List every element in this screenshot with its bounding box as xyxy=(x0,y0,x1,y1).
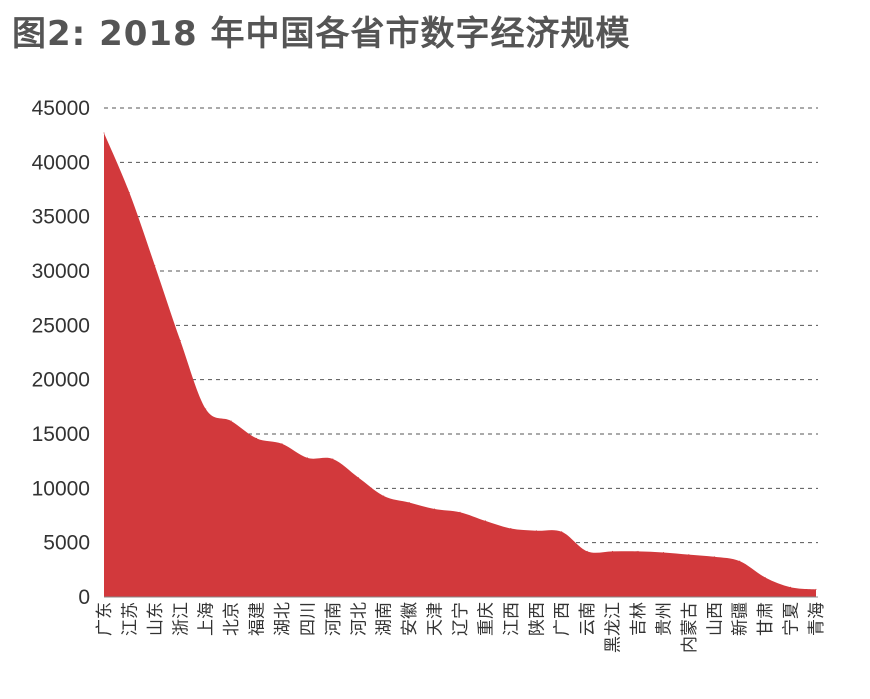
data-point-11 xyxy=(383,495,385,497)
data-point-21 xyxy=(637,550,639,552)
x-tick-label: 湖北 xyxy=(273,602,293,636)
x-tick-label: 山西 xyxy=(705,602,725,636)
x-tick-label: 黑龙江 xyxy=(604,602,624,653)
x-tick-label: 吉林 xyxy=(629,602,649,636)
data-point-0 xyxy=(103,132,105,134)
y-tick-label: 20000 xyxy=(32,369,90,392)
x-tick-label: 河北 xyxy=(349,602,369,636)
data-point-13 xyxy=(434,508,436,510)
x-tick-label: 四川 xyxy=(298,602,318,636)
data-point-24 xyxy=(713,556,715,558)
x-tick-label: 上海 xyxy=(197,602,217,636)
data-point-7 xyxy=(281,443,283,445)
x-tick-label: 重庆 xyxy=(476,602,496,636)
data-point-19 xyxy=(586,550,588,552)
data-point-2 xyxy=(154,265,156,267)
data-point-20 xyxy=(612,550,614,552)
data-point-1 xyxy=(128,192,130,194)
data-point-5 xyxy=(230,420,232,422)
data-point-22 xyxy=(662,551,664,553)
data-point-25 xyxy=(739,560,741,562)
x-tick-label: 江苏 xyxy=(120,602,140,636)
y-tick-label: 25000 xyxy=(32,314,90,337)
data-point-4 xyxy=(205,408,207,410)
x-tick-label: 广东 xyxy=(95,602,115,636)
y-tick-label: 45000 xyxy=(32,97,90,120)
data-point-28 xyxy=(815,588,817,590)
x-tick-label: 浙江 xyxy=(171,602,191,636)
y-tick-label: 40000 xyxy=(32,151,90,174)
data-point-16 xyxy=(510,528,512,530)
x-tick-label: 宁夏 xyxy=(782,602,802,636)
data-point-3 xyxy=(179,340,181,342)
data-point-8 xyxy=(306,457,308,459)
x-tick-label: 新疆 xyxy=(731,602,751,636)
y-tick-label: 10000 xyxy=(32,477,90,500)
x-tick-label: 湖南 xyxy=(375,602,395,636)
x-tick-label: 河南 xyxy=(324,602,344,636)
data-point-9 xyxy=(332,458,334,460)
data-point-14 xyxy=(459,511,461,513)
x-tick-label: 云南 xyxy=(578,602,598,636)
y-tick-label: 30000 xyxy=(32,260,90,283)
chart-title: 图2: 2018 年中国各省市数字经济规模 xyxy=(12,14,631,54)
x-tick-label: 广西 xyxy=(553,602,573,636)
y-tick-label: 5000 xyxy=(43,532,90,555)
x-tick-label: 陕西 xyxy=(527,602,547,636)
y-tick-label: 35000 xyxy=(32,206,90,229)
x-tick-label: 安徽 xyxy=(400,602,420,636)
x-tick-label: 青海 xyxy=(807,602,827,636)
y-tick-label: 15000 xyxy=(32,423,90,446)
data-point-18 xyxy=(561,531,563,533)
x-tick-label: 福建 xyxy=(248,602,268,636)
data-point-26 xyxy=(764,576,766,578)
x-tick-label: 山东 xyxy=(146,602,166,636)
data-point-12 xyxy=(408,501,410,503)
x-tick-label: 天津 xyxy=(426,602,446,636)
data-point-15 xyxy=(484,520,486,522)
y-tick-label: 0 xyxy=(78,586,90,609)
data-point-23 xyxy=(688,554,690,556)
x-tick-label: 贵州 xyxy=(654,602,674,636)
x-tick-label: 北京 xyxy=(222,602,242,636)
x-tick-label: 辽宁 xyxy=(451,602,471,636)
data-point-10 xyxy=(357,476,359,478)
x-tick-label: 甘肃 xyxy=(756,602,776,636)
x-tick-label: 江西 xyxy=(502,602,522,636)
area-series xyxy=(104,132,816,597)
data-point-17 xyxy=(535,530,537,532)
x-tick-label: 内蒙古 xyxy=(680,602,700,653)
data-point-6 xyxy=(256,437,258,439)
data-point-27 xyxy=(790,586,792,588)
